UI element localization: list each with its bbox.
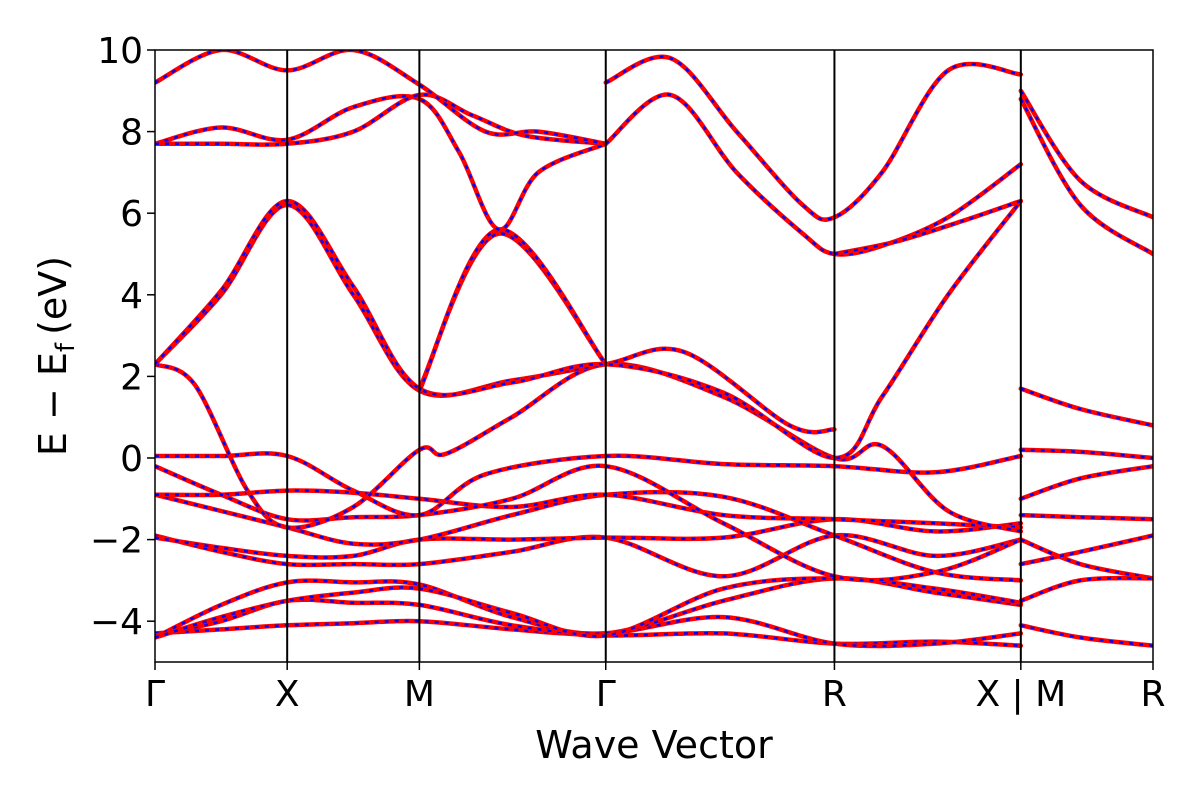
y-axis: −4 −2 0 2 4 6 8 10 xyxy=(90,31,155,643)
band-2-dashed xyxy=(155,577,1021,639)
x-tick-label-0: Γ xyxy=(145,674,165,715)
band-9-solid xyxy=(155,451,1024,518)
band-26-solid xyxy=(1018,512,1153,522)
band-2-solid xyxy=(155,576,1024,640)
band-21-dashed xyxy=(1019,90,1153,219)
band-18-solid xyxy=(603,92,1024,257)
x-tick-label-6: R xyxy=(1140,674,1165,715)
band-19-dashed xyxy=(605,55,1021,221)
band-28-dashed xyxy=(1020,534,1153,566)
band-21-solid xyxy=(1018,88,1153,220)
y-tick-label-3: 2 xyxy=(120,357,143,398)
band-1-solid xyxy=(155,597,1024,649)
y-tick-label-0: −4 xyxy=(90,602,143,643)
y-axis-label: E − Ef (eV) xyxy=(31,256,81,456)
band-29-dashed xyxy=(1020,576,1153,602)
band-6-dashed xyxy=(155,490,1021,582)
band-0-dashed xyxy=(155,619,1021,647)
band-29-solid xyxy=(1018,575,1153,604)
band-25-solid xyxy=(1018,463,1153,502)
y-axis-label-subscript: f xyxy=(51,342,81,352)
band-8-solid xyxy=(155,463,1024,583)
band-23-dashed xyxy=(1020,387,1153,427)
band-9-dashed xyxy=(155,452,1022,517)
band-1-dashed xyxy=(155,598,1021,648)
band-25-dashed xyxy=(1020,464,1153,500)
x-tick-label-3: Γ xyxy=(596,674,616,715)
y-tick-label-5: 6 xyxy=(120,194,143,235)
band-3-solid xyxy=(155,576,1024,640)
x-tick-label-2: M xyxy=(404,674,435,715)
plot-frame xyxy=(154,49,1154,663)
y-tick-label-7: 10 xyxy=(97,31,143,72)
y-tick-label-2: 0 xyxy=(120,439,143,480)
x-tick-label-4: R xyxy=(822,674,847,715)
band-3-dashed xyxy=(155,577,1021,639)
x-axis-label: Wave Vector xyxy=(535,723,773,767)
band-10-dashed xyxy=(155,362,1022,533)
band-12-dashed xyxy=(155,199,1022,460)
x-tick-label-1: X xyxy=(275,674,300,715)
band-4-dashed xyxy=(155,533,1022,578)
band-15-dashed xyxy=(155,94,607,231)
y-tick-label-4: 4 xyxy=(120,276,143,317)
y-axis-label-main: E − E xyxy=(31,352,75,456)
band-27-dashed xyxy=(1020,538,1153,580)
y-tick-label-6: 8 xyxy=(120,113,143,154)
high-symmetry-lines xyxy=(286,50,1022,662)
band-24-solid xyxy=(1018,447,1153,461)
band-18-dashed xyxy=(604,93,1022,256)
band-10-solid xyxy=(155,361,1024,534)
y-axis-label-unit: (eV) xyxy=(31,256,75,335)
band-12-solid xyxy=(155,198,1024,461)
band-lines xyxy=(155,50,1153,649)
x-tick-label-5: X | M xyxy=(975,674,1066,715)
band-30-dashed xyxy=(1020,624,1153,647)
band-5-dashed xyxy=(155,517,1021,559)
y-tick-label-1: −2 xyxy=(90,521,143,562)
band-23-solid xyxy=(1018,386,1153,428)
x-axis: Γ X M Γ R X | M R xyxy=(145,662,1166,715)
band-16-dashed xyxy=(155,93,606,146)
band-7-solid xyxy=(155,488,1024,530)
band-7-dashed xyxy=(155,489,1021,529)
band-19-solid xyxy=(603,54,1024,222)
band-22-dashed xyxy=(1019,98,1153,256)
band-20-solid xyxy=(832,198,1024,257)
